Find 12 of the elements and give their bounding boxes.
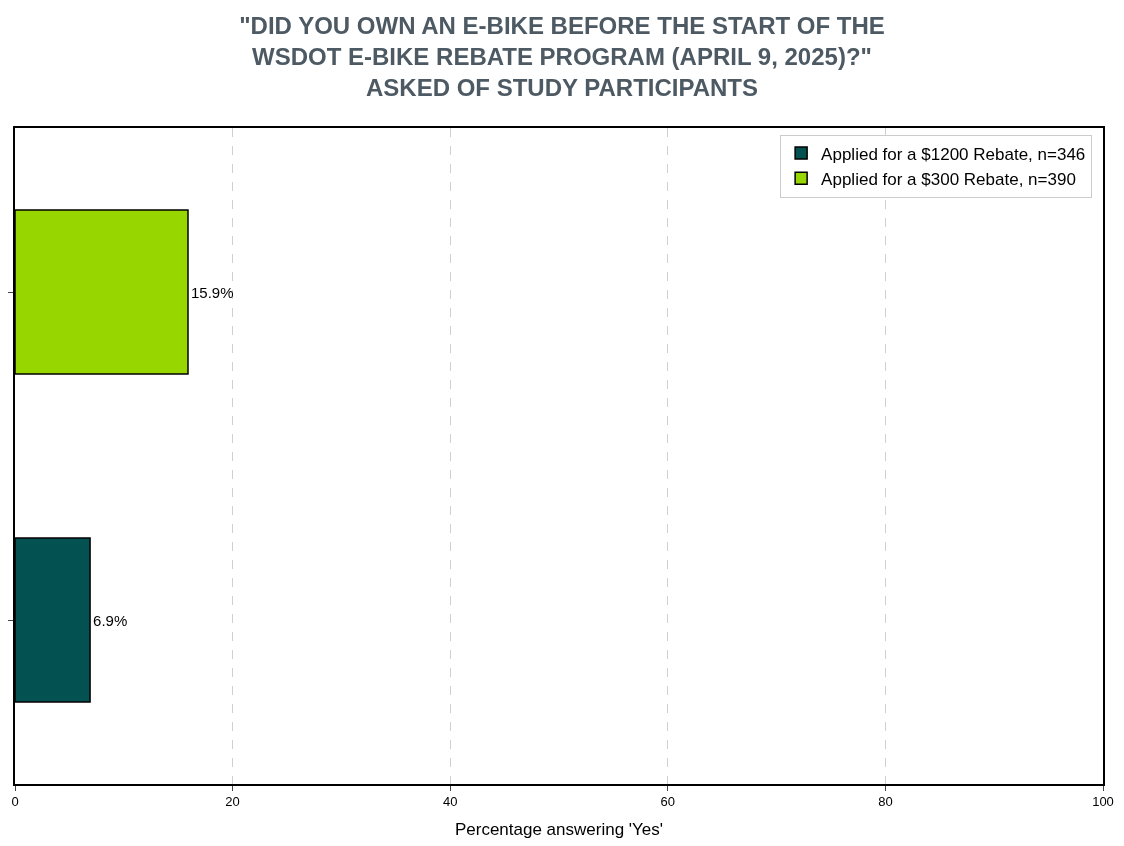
data-label: 15.9% [190,283,234,301]
data-label: 6.9% [93,611,128,629]
x-tick-label: 0 [11,794,19,810]
x-axis-title: Percentage answering 'Yes' [454,820,664,840]
chart-title: "DID YOU OWN AN E-BIKE BEFORE THE START OF THE WSDOT E-BIKE REBATE PROGRAM (APRIL 9, 2025)?" ASKED OF STUDY PARTICIPANTS [239,11,885,102]
x-tick-label: 60 [660,794,676,810]
x-tick-label: 20 [225,794,240,810]
x-tick-label: 80 [878,794,893,810]
legend-label: Applied for a $1200 Rebate, n=346 [821,144,1086,164]
x-tick-label: 100 [1092,794,1114,810]
x-tick-label: 40 [442,794,458,810]
legend-label: Applied for a $300 Rebate, n=390 [821,169,1076,189]
